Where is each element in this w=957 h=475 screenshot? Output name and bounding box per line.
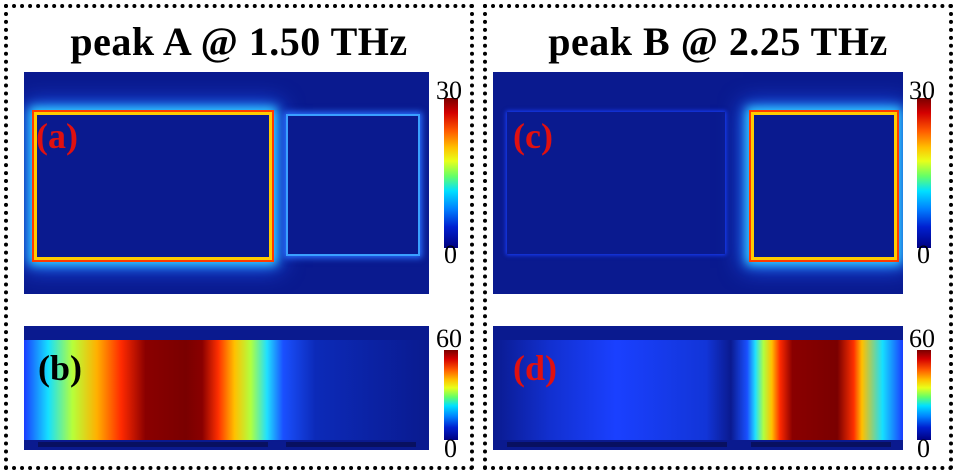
resonator-right: [286, 114, 420, 256]
label-d: (d): [513, 348, 557, 388]
panel-peak-b: peak B @ 2.25 THz (c) 30 0 (d) 60 0: [483, 4, 953, 470]
colorbar-c: [917, 98, 931, 248]
resonator-right: [751, 112, 897, 260]
field-map-a: (a): [24, 72, 429, 294]
panel-title: peak A @ 1.50 THz: [70, 19, 408, 64]
colorbar-a-max: 30: [436, 76, 462, 105]
field-hotspot-d: [493, 340, 903, 440]
label-a: (a): [36, 116, 78, 156]
field-map-c: (c): [493, 72, 903, 294]
colorbar-d-min: 0: [917, 434, 930, 463]
colorbar-a: [444, 98, 458, 248]
field-hotspot-b: [24, 340, 429, 440]
resonator-left: [34, 112, 272, 260]
colorbar-b-min: 0: [444, 434, 457, 463]
panel-title: peak B @ 2.25 THz: [548, 19, 888, 64]
field-map-b: (b): [24, 326, 429, 450]
substrate-strip-d1: [507, 442, 727, 447]
colorbar-c-min: 0: [917, 240, 930, 269]
colorbar-b: [444, 350, 458, 440]
substrate-strip-b1: [38, 442, 268, 447]
colorbar-d: [917, 350, 931, 440]
field-map-d: (d): [493, 326, 903, 450]
resonator-left: [507, 112, 725, 254]
colorbar-d-max: 60: [909, 324, 935, 353]
label-c: (c): [513, 116, 553, 156]
label-b: (b): [38, 348, 82, 388]
colorbar-a-min: 0: [444, 240, 457, 269]
substrate-strip-d2: [751, 442, 891, 447]
substrate-strip-b2: [286, 442, 416, 447]
panel-peak-a: peak A @ 1.50 THz (a) 30 0 (b) 60 0: [4, 4, 474, 470]
colorbar-b-max: 60: [436, 324, 462, 353]
colorbar-c-max: 30: [909, 76, 935, 105]
